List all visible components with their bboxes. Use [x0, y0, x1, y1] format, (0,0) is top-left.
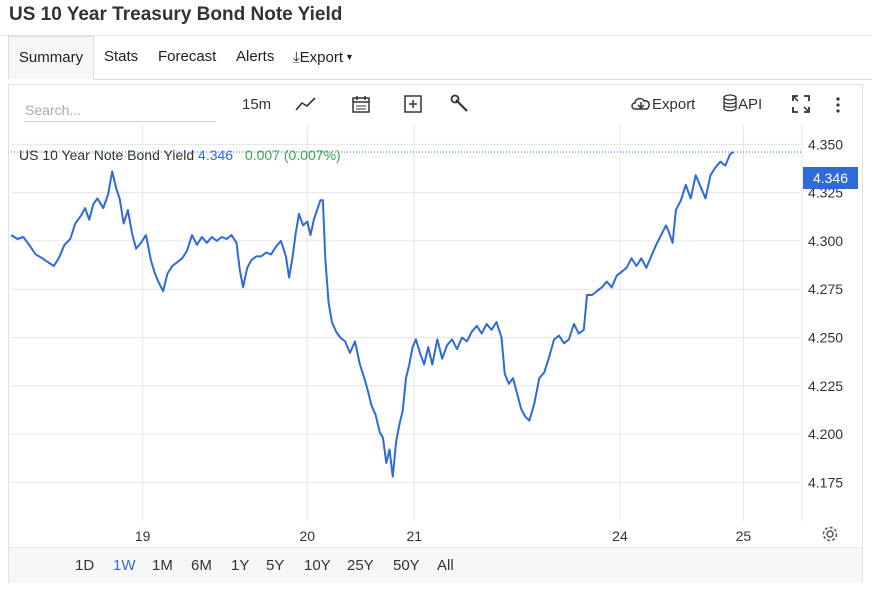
x-tick-label-0: 19: [135, 528, 151, 544]
api-label: API: [738, 96, 763, 113]
tab-export[interactable]: ⤓Export ▼: [293, 36, 354, 78]
more-vertical-icon[interactable]: [833, 95, 843, 119]
legend-change: 0.007 (0.007%): [244, 147, 341, 163]
y-tick-label-7: 4.350: [808, 136, 843, 152]
tab-stats[interactable]: Stats: [104, 48, 139, 65]
chart-legend: US 10 Year Note Bond Yield 4.346 0.007 (…: [19, 147, 341, 163]
range-50y[interactable]: 50Y: [393, 557, 420, 574]
legend-value: 4.346: [198, 147, 234, 163]
calendar-icon[interactable]: [351, 94, 371, 118]
range-1w[interactable]: 1W: [113, 557, 136, 574]
y-tick-label-2: 4.225: [808, 378, 843, 394]
x-tick-label-2: 21: [406, 528, 422, 544]
tab-export-label: Export: [299, 49, 343, 66]
download-icon: ⤓: [293, 49, 300, 66]
tab-bar: Summary Stats Forecast Alerts ⤓Export ▼: [0, 36, 872, 80]
y-tick-label-1: 4.200: [808, 426, 843, 442]
series-line-0: [10, 151, 735, 478]
y-tick-label-0: 4.175: [808, 474, 843, 490]
yield-line-chart: 4.1754.2004.2254.2504.2754.3004.3254.350…: [10, 125, 843, 544]
range-bar: 1D 1W 1M 6M 1Y 5Y 10Y 25Y 50Y All: [9, 547, 862, 583]
tab-summary[interactable]: Summary: [8, 36, 94, 79]
export-label: Export: [652, 96, 696, 113]
page-title: US 10 Year Treasury Bond Note Yield: [9, 4, 343, 25]
wrench-icon[interactable]: [450, 94, 470, 118]
api-button[interactable]: API: [722, 93, 762, 117]
tabs-divider: [93, 79, 872, 80]
x-tick-label-4: 25: [736, 528, 752, 544]
chart-panel: 15m Export API 4.175 4.200 4.225 4.250 4.275…: [8, 84, 863, 583]
interval-selector[interactable]: 15m: [242, 96, 272, 113]
y-tick-label-5: 4.300: [808, 233, 843, 249]
database-icon: [722, 94, 738, 112]
range-6m[interactable]: 6M: [191, 557, 212, 574]
current-price-tag: 4.346: [803, 167, 858, 189]
cloud-download-icon: [630, 95, 652, 113]
range-all[interactable]: All: [437, 557, 454, 574]
line-chart-icon[interactable]: [295, 95, 317, 119]
gear-icon[interactable]: [821, 525, 839, 548]
range-10y[interactable]: 10Y: [304, 557, 331, 574]
plus-box-icon[interactable]: [403, 94, 423, 118]
legend-series-name: US 10 Year Note Bond Yield: [19, 147, 195, 163]
range-5y[interactable]: 5Y: [266, 557, 285, 574]
x-tick-label-3: 24: [612, 528, 628, 544]
x-tick-label-1: 20: [299, 528, 315, 544]
range-1m[interactable]: 1M: [152, 557, 173, 574]
tab-alerts[interactable]: Alerts: [236, 48, 275, 65]
fullscreen-icon[interactable]: [791, 94, 811, 118]
y-tick-label-3: 4.250: [808, 329, 843, 345]
tab-forecast[interactable]: Forecast: [158, 48, 217, 65]
export-button[interactable]: Export: [630, 93, 695, 117]
range-1d[interactable]: 1D: [75, 557, 95, 574]
title-divider: [0, 35, 872, 36]
range-25y[interactable]: 25Y: [347, 557, 374, 574]
search-input[interactable]: [25, 99, 215, 122]
caret-down-icon: ▼: [345, 52, 354, 62]
range-1y[interactable]: 1Y: [231, 557, 250, 574]
y-tick-label-4: 4.275: [808, 281, 843, 297]
